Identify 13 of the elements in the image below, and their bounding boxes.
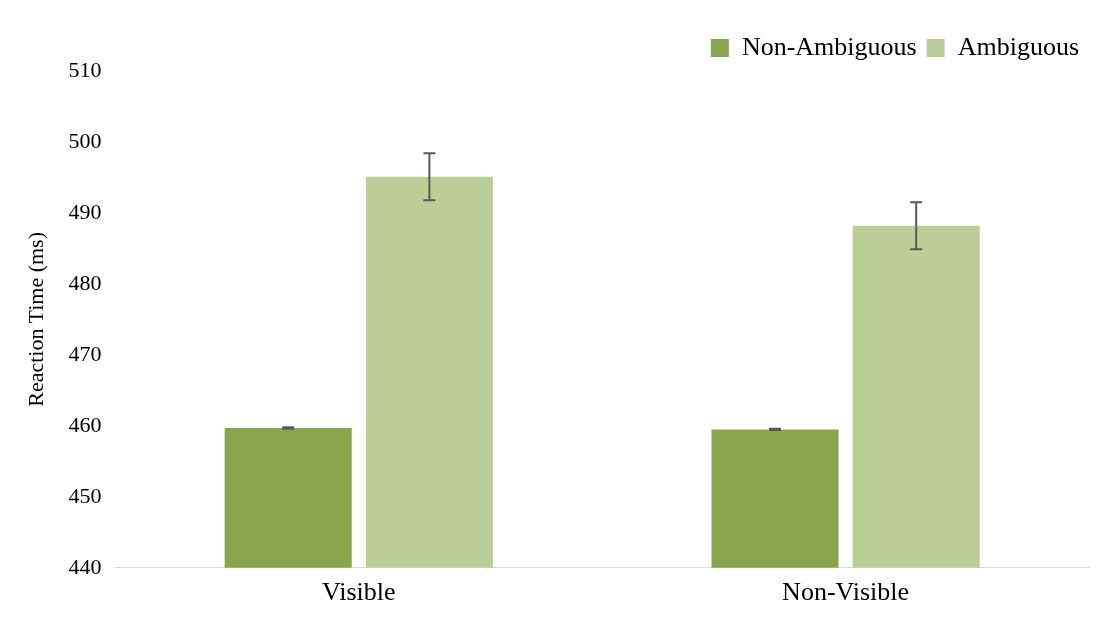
y-tick-label: 470 <box>68 340 102 366</box>
y-tick-label: 500 <box>68 127 102 153</box>
y-tick-label: 490 <box>68 198 102 224</box>
legend-label: Ambiguous <box>957 31 1079 61</box>
legend-label: Non-Ambiguous <box>741 31 917 61</box>
x-tick-label: Non-Visible <box>782 577 910 607</box>
y-axis-title: Reaction Time (ms) <box>22 232 48 407</box>
y-tick-label: 440 <box>68 553 102 579</box>
y-tick-label: 460 <box>68 411 102 437</box>
x-tick-label: Visible <box>322 577 396 607</box>
y-tick-label: 510 <box>68 56 102 82</box>
y-tick-label: 480 <box>68 269 102 295</box>
y-tick-label: 450 <box>68 482 102 508</box>
